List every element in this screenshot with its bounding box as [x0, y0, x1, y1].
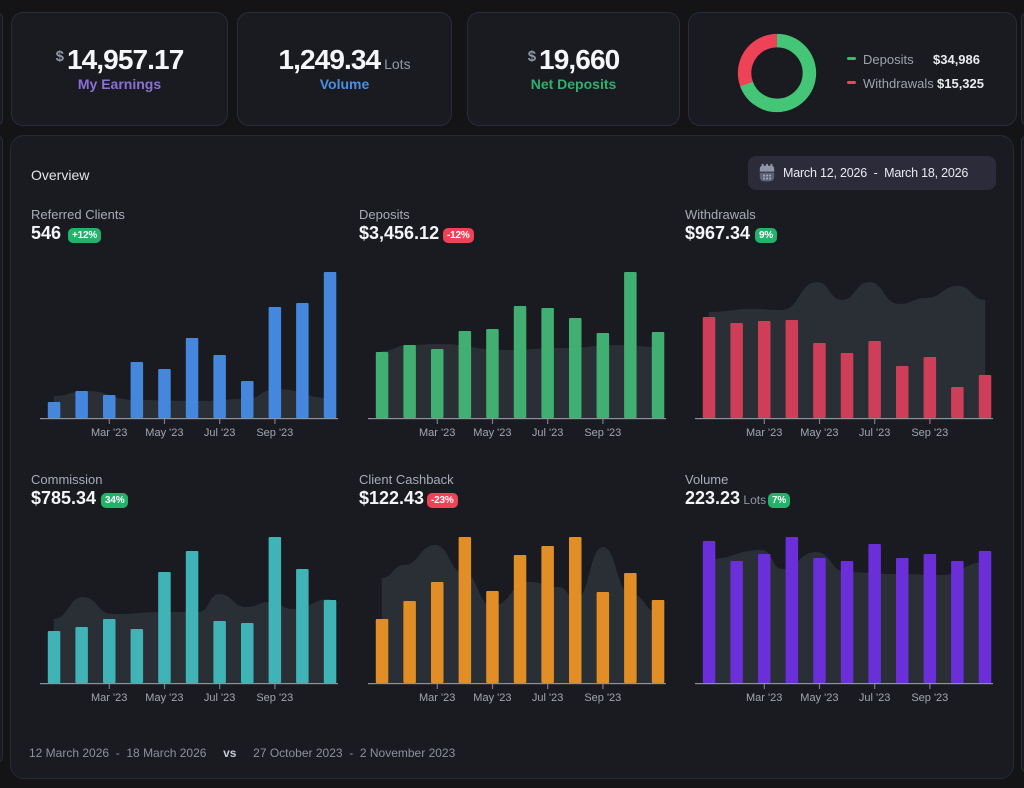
svg-text:Sep '23: Sep '23 [256, 692, 293, 704]
svg-text:Mar '23: Mar '23 [746, 692, 782, 704]
svg-text:Mar '23: Mar '23 [746, 427, 782, 439]
svg-text:Jul '23: Jul '23 [204, 427, 235, 439]
svg-text:Sep '23: Sep '23 [584, 427, 621, 439]
svg-text:Mar '23: Mar '23 [419, 427, 455, 439]
svg-text:Sep '23: Sep '23 [256, 427, 293, 439]
svg-text:May '23: May '23 [800, 427, 838, 439]
svg-text:May '23: May '23 [145, 692, 183, 704]
svg-text:Jul '23: Jul '23 [859, 692, 890, 704]
svg-text:May '23: May '23 [473, 427, 511, 439]
svg-text:Jul '23: Jul '23 [532, 692, 563, 704]
svg-text:Mar '23: Mar '23 [91, 692, 127, 704]
svg-text:May '23: May '23 [800, 692, 838, 704]
svg-text:Sep '23: Sep '23 [911, 692, 948, 704]
svg-text:Sep '23: Sep '23 [911, 427, 948, 439]
svg-text:Jul '23: Jul '23 [204, 692, 235, 704]
svg-text:Jul '23: Jul '23 [859, 427, 890, 439]
svg-text:Mar '23: Mar '23 [419, 692, 455, 704]
svg-text:Sep '23: Sep '23 [584, 692, 621, 704]
svg-text:May '23: May '23 [145, 427, 183, 439]
svg-text:Jul '23: Jul '23 [532, 427, 563, 439]
svg-text:May '23: May '23 [473, 692, 511, 704]
svg-text:Mar '23: Mar '23 [91, 427, 127, 439]
